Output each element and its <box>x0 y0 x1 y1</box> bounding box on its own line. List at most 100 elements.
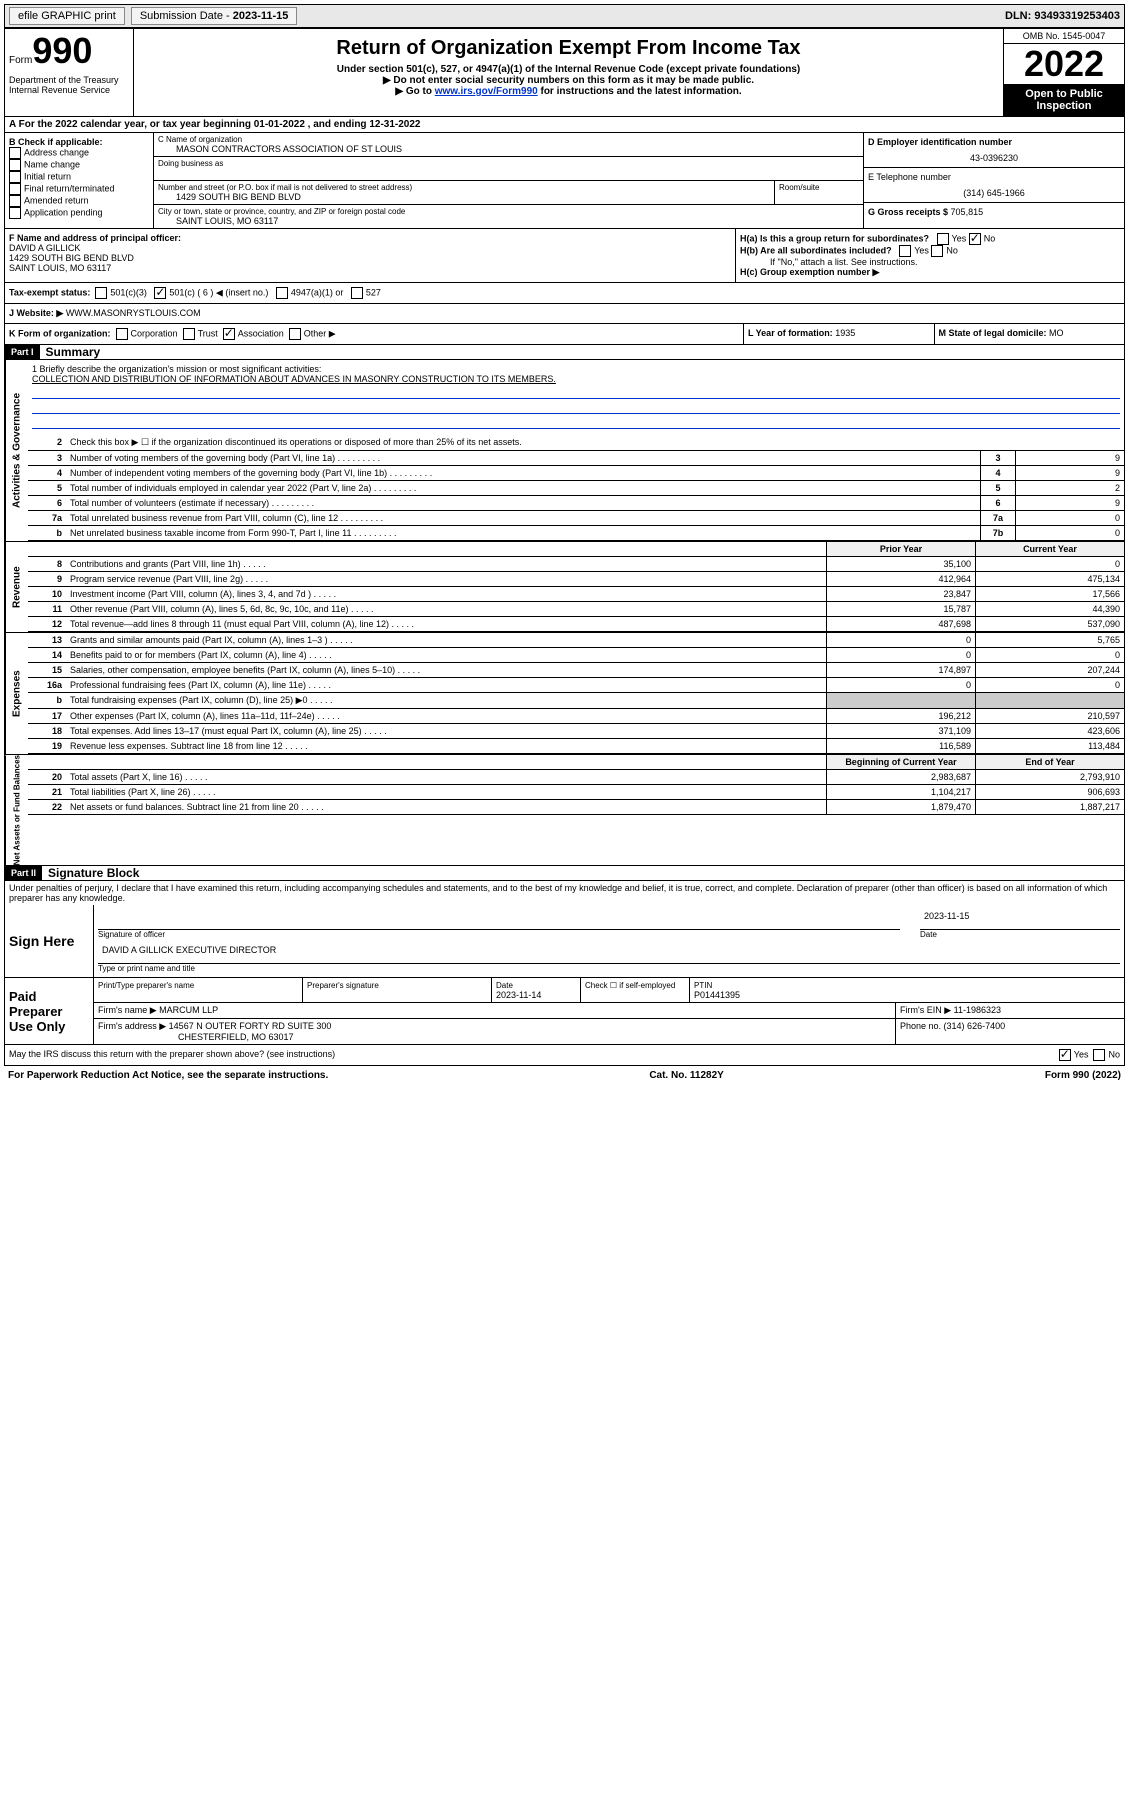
gov-row: bNet unrelated business taxable income f… <box>28 526 1124 541</box>
form-header: Form990 Department of the Treasury Inter… <box>4 28 1125 117</box>
paid-prep-label: Paid Preparer Use Only <box>5 978 93 1044</box>
check-501c3[interactable] <box>95 287 107 299</box>
header-sub2: ▶ Do not enter social security numbers o… <box>142 75 995 86</box>
hb-no[interactable] <box>931 245 943 257</box>
firm-ein: 11-1986323 <box>954 1005 1001 1015</box>
irs-link[interactable]: www.irs.gov/Form990 <box>435 86 538 97</box>
part2-title: Signature Block <box>42 866 139 880</box>
col-b-checkboxes: B Check if applicable: Address change Na… <box>5 133 154 228</box>
open-public-badge: Open to Public Inspection <box>1004 84 1124 116</box>
data-row: 12Total revenue—add lines 8 through 11 (… <box>28 617 1124 632</box>
check-trust[interactable] <box>183 328 195 340</box>
check-other[interactable] <box>289 328 301 340</box>
gross-box: G Gross receipts $ 705,815 <box>864 203 1124 221</box>
data-row: 18Total expenses. Add lines 13–17 (must … <box>28 724 1124 739</box>
form-org-label: K Form of organization: <box>9 328 111 338</box>
addr-box: Number and street (or P.O. box if mail i… <box>154 181 863 205</box>
ptin: P01441395 <box>694 990 740 1000</box>
data-row: 15Salaries, other compensation, employee… <box>28 663 1124 678</box>
revenue-header: Prior Year Current Year <box>28 542 1124 557</box>
data-row: 11Other revenue (Part VIII, column (A), … <box>28 602 1124 617</box>
website-row: J Website: ▶ WWW.MASONRYSTLOUIS.COM <box>4 304 1125 324</box>
room-label: Room/suite <box>775 181 863 204</box>
submission-date: Submission Date - 2023-11-15 <box>131 7 298 25</box>
hb-yes[interactable] <box>899 245 911 257</box>
discuss-yes[interactable] <box>1059 1049 1071 1061</box>
dba-box: Doing business as <box>154 157 863 181</box>
check-name-change[interactable] <box>9 159 21 171</box>
data-row: 9Program service revenue (Part VIII, lin… <box>28 572 1124 587</box>
check-assoc[interactable] <box>223 328 235 340</box>
ha-no[interactable] <box>969 233 981 245</box>
street-addr: 1429 SOUTH BIG BEND BLVD <box>158 192 770 202</box>
efile-button[interactable]: efile GRAPHIC print <box>9 7 125 25</box>
header-right: OMB No. 1545-0047 2022 Open to Public In… <box>1003 29 1124 116</box>
side-expenses: Expenses <box>5 633 28 754</box>
col-d-right: D Employer identification number 43-0396… <box>863 133 1124 228</box>
gov-row: 5Total number of individuals employed in… <box>28 481 1124 496</box>
header-sub1: Under section 501(c), 527, or 4947(a)(1)… <box>142 64 995 75</box>
state-domicile: MO <box>1049 328 1064 338</box>
block-bcd: B Check if applicable: Address change Na… <box>4 133 1125 229</box>
footer-mid: Cat. No. 11282Y <box>649 1070 723 1081</box>
firm-addr: 14567 N OUTER FORTY RD SUITE 300 <box>169 1021 332 1031</box>
check-initial-return[interactable] <box>9 171 21 183</box>
top-bar: efile GRAPHIC print Submission Date - 20… <box>4 4 1125 28</box>
gov-row: 7aTotal unrelated business revenue from … <box>28 511 1124 526</box>
data-row: 20Total assets (Part X, line 16) . . . .… <box>28 770 1124 785</box>
data-row: 19Revenue less expenses. Subtract line 1… <box>28 739 1124 754</box>
ein-box: D Employer identification number 43-0396… <box>864 133 1124 168</box>
ha-yes[interactable] <box>937 233 949 245</box>
tax-exempt-label: Tax-exempt status: <box>9 287 90 297</box>
side-revenue: Revenue <box>5 542 28 632</box>
signature-block: Sign Here Signature of officer 2023-11-1… <box>4 905 1125 1066</box>
check-final-return[interactable] <box>9 183 21 195</box>
tax-exempt-row: Tax-exempt status: 501(c)(3) 501(c) ( 6 … <box>4 283 1125 304</box>
website-value: WWW.MASONRYSTLOUIS.COM <box>66 308 201 318</box>
check-501c[interactable] <box>154 287 166 299</box>
data-row: 21Total liabilities (Part X, line 26) . … <box>28 785 1124 800</box>
col-b-title: B Check if applicable: <box>9 137 103 147</box>
gov-row: 4Number of independent voting members of… <box>28 466 1124 481</box>
check-address-change[interactable] <box>9 147 21 159</box>
sig-officer-label: Signature of officer <box>98 930 900 939</box>
data-row: 10Investment income (Part VIII, column (… <box>28 587 1124 602</box>
addr-label: Number and street (or P.O. box if mail i… <box>158 183 770 192</box>
group-return-box: H(a) Is this a group return for subordin… <box>735 229 1124 282</box>
check-527[interactable] <box>351 287 363 299</box>
data-row: 16aProfessional fundraising fees (Part I… <box>28 678 1124 693</box>
officer-addr: 1429 SOUTH BIG BEND BLVD SAINT LOUIS, MO… <box>9 253 134 273</box>
mission-text: COLLECTION AND DISTRIBUTION OF INFORMATI… <box>32 374 1120 384</box>
city-box: City or town, state or province, country… <box>154 205 863 228</box>
city-label: City or town, state or province, country… <box>158 207 859 216</box>
header-sub3: ▶ Go to www.irs.gov/Form990 for instruct… <box>142 86 995 97</box>
part1-title: Summary <box>40 345 101 359</box>
firm-phone: (314) 626-7400 <box>944 1021 1006 1031</box>
discuss-no[interactable] <box>1093 1049 1105 1061</box>
gov-row: 3Number of voting members of the governi… <box>28 451 1124 466</box>
side-netassets: Net Assets or Fund Balances <box>5 755 28 865</box>
check-corp[interactable] <box>116 328 128 340</box>
data-row: 22Net assets or fund balances. Subtract … <box>28 800 1124 815</box>
year-formation: 1935 <box>835 328 855 338</box>
col-c-main: C Name of organization MASON CONTRACTORS… <box>154 133 863 228</box>
org-name-label: C Name of organization <box>158 135 859 144</box>
perjury-decl: Under penalties of perjury, I declare th… <box>4 881 1125 905</box>
part1-title-row: Part I Summary <box>4 345 1125 360</box>
check-app-pending[interactable] <box>9 207 21 219</box>
gross-label: G Gross receipts $ <box>868 207 951 217</box>
part2-header: Part II <box>5 866 42 880</box>
data-row: 17Other expenses (Part IX, column (A), l… <box>28 709 1124 724</box>
dept-treasury: Department of the Treasury Internal Reve… <box>9 75 129 95</box>
check-amended[interactable] <box>9 195 21 207</box>
form-number-box: Form990 Department of the Treasury Inter… <box>5 29 134 116</box>
header-title-area: Return of Organization Exempt From Incom… <box>134 29 1003 116</box>
discuss-row: May the IRS discuss this return with the… <box>5 1045 1124 1065</box>
revenue-section: Revenue Prior Year Current Year 8Contrib… <box>4 542 1125 633</box>
data-row: 8Contributions and grants (Part VIII, li… <box>28 557 1124 572</box>
phone-value: (314) 645-1966 <box>868 182 1120 198</box>
check-4947[interactable] <box>276 287 288 299</box>
subdate-value: 2023-11-15 <box>233 10 289 22</box>
mission-label: 1 Briefly describe the organization's mi… <box>32 364 1120 374</box>
firm-name: MARCUM LLP <box>159 1005 218 1015</box>
